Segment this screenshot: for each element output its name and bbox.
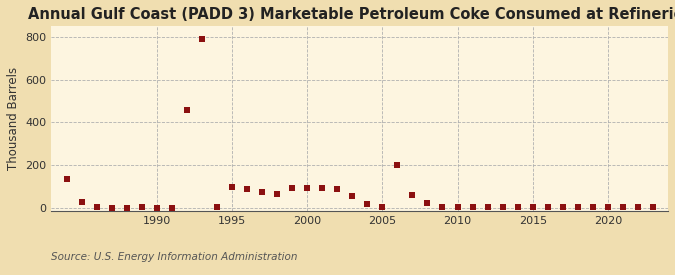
Point: [91, 205, 102, 209]
Point: [242, 186, 252, 191]
Point: [452, 205, 463, 210]
Point: [647, 205, 658, 210]
Point: [482, 205, 493, 210]
Point: [512, 205, 523, 210]
Point: [558, 205, 568, 210]
Point: [618, 205, 628, 210]
Point: [211, 205, 222, 209]
Point: [392, 163, 403, 167]
Point: [362, 201, 373, 206]
Point: [287, 186, 298, 191]
Point: [542, 205, 553, 210]
Point: [572, 205, 583, 210]
Point: [271, 192, 282, 197]
Point: [332, 187, 343, 191]
Text: Source: U.S. Energy Information Administration: Source: U.S. Energy Information Administ…: [51, 252, 298, 262]
Point: [437, 205, 448, 210]
Point: [227, 185, 238, 189]
Point: [422, 201, 433, 205]
Point: [136, 205, 147, 210]
Point: [151, 205, 162, 210]
Point: [122, 206, 132, 210]
Point: [256, 189, 267, 194]
Point: [106, 205, 117, 210]
Point: [527, 205, 538, 210]
Point: [632, 205, 643, 210]
Point: [347, 194, 358, 199]
Point: [467, 205, 478, 210]
Point: [76, 200, 87, 204]
Point: [497, 205, 508, 210]
Point: [61, 177, 72, 182]
Point: [302, 186, 313, 191]
Point: [377, 205, 387, 209]
Title: Annual Gulf Coast (PADD 3) Marketable Petroleum Coke Consumed at Refineries: Annual Gulf Coast (PADD 3) Marketable Pe…: [28, 7, 675, 22]
Point: [167, 205, 178, 210]
Point: [603, 205, 614, 210]
Point: [182, 107, 192, 112]
Y-axis label: Thousand Barrels: Thousand Barrels: [7, 67, 20, 170]
Point: [407, 193, 418, 197]
Point: [317, 186, 327, 190]
Point: [587, 205, 598, 210]
Point: [196, 37, 207, 41]
